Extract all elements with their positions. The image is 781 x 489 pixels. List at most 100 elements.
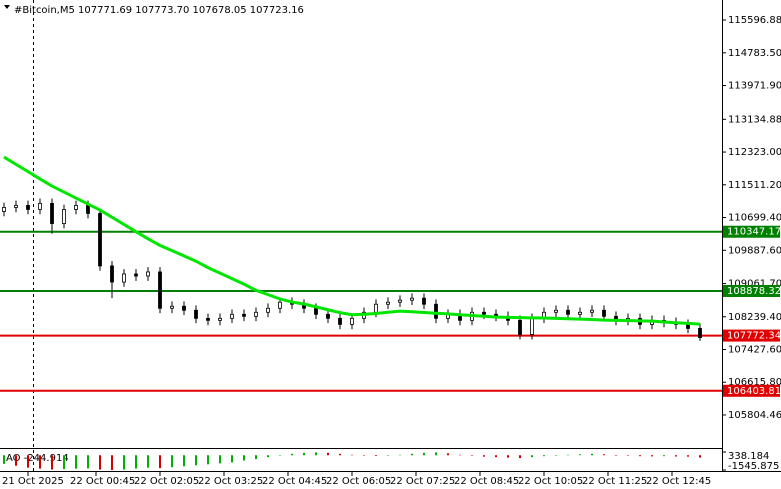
ao-bar	[51, 455, 53, 470]
ao-bar	[75, 455, 77, 469]
ao-tick-label: 338.184	[728, 451, 769, 462]
candle-body	[254, 311, 258, 317]
candle-body	[578, 311, 582, 315]
candle-body	[314, 307, 318, 315]
level-label-box	[723, 329, 780, 342]
candle-body	[326, 313, 330, 319]
ao-bar	[171, 455, 173, 468]
ao-bar	[435, 452, 437, 456]
ao-bar	[255, 455, 257, 460]
candle-body	[26, 205, 30, 210]
candle-body	[158, 271, 162, 309]
ao-bar	[567, 454, 569, 456]
x-tick-label: 22 Oct 11:25	[582, 476, 647, 487]
x-tick-label: 22 Oct 00:45	[70, 476, 135, 487]
y-tick-label: 114783.50	[728, 48, 781, 59]
candle-body	[134, 273, 138, 277]
level-label: 110347.17	[727, 227, 781, 238]
candle-body	[338, 317, 342, 325]
candle-body	[98, 213, 102, 267]
x-tick-label: 22 Oct 06:05	[326, 476, 391, 487]
ao-bar	[423, 452, 425, 456]
y-tick-label: 113134.88	[728, 114, 781, 125]
ao-bar	[471, 455, 473, 456]
ao-bar	[159, 455, 161, 469]
x-tick-label: 21 Oct 2025	[2, 476, 64, 487]
y-tick-label: 106615.80	[728, 377, 781, 388]
ao-bar	[699, 455, 701, 458]
ao-bar	[27, 455, 29, 468]
candle-body	[530, 317, 534, 335]
level-label: 107772.34	[727, 331, 781, 342]
ao-bar	[387, 455, 389, 456]
ao-bar	[519, 455, 521, 459]
ao-bar	[687, 455, 689, 457]
candle-body	[410, 297, 414, 301]
candle-body	[14, 205, 18, 208]
x-tick-label: 22 Oct 03:25	[198, 476, 263, 487]
ao-bar	[363, 455, 365, 456]
ao-bar	[399, 454, 401, 456]
x-tick-label: 22 Oct 12:45	[646, 476, 711, 487]
ao-bar	[531, 455, 533, 458]
ao-bar	[627, 455, 629, 456]
candle-body	[74, 205, 78, 210]
ao-bar	[555, 455, 557, 456]
candle-body	[350, 317, 354, 325]
ao-bar	[675, 455, 677, 457]
y-tick-label: 113971.90	[728, 81, 781, 92]
ao-bar	[39, 455, 41, 469]
level-label-box	[723, 384, 780, 397]
candle-body	[86, 205, 90, 214]
candle-body	[566, 309, 570, 315]
x-tick-label: 22 Oct 02:05	[134, 476, 199, 487]
ao-bar	[243, 455, 245, 461]
ao-bar	[195, 455, 197, 466]
ao-bar	[111, 455, 113, 470]
candle-body	[386, 301, 390, 305]
moving-average	[3, 155, 701, 326]
candle-body	[50, 202, 54, 224]
ao-bar	[183, 455, 185, 467]
candle-body	[602, 309, 606, 317]
candle-body	[218, 317, 222, 321]
ao-bar	[411, 453, 413, 456]
candle-body	[554, 309, 558, 313]
ao-bar	[579, 454, 581, 456]
candle-body	[182, 305, 186, 311]
ao-bar	[507, 455, 509, 458]
y-tick-label: 110699.40	[728, 213, 781, 224]
ao-bar	[267, 455, 269, 458]
y-tick-label: 115596.88	[728, 15, 781, 26]
candle-body	[62, 209, 66, 224]
x-tick-label: 22 Oct 08:45	[454, 476, 519, 487]
ao-bar	[135, 455, 137, 469]
ao-bar	[591, 453, 593, 456]
ao-bar	[303, 452, 305, 456]
ao-tick-label: -1545.875	[728, 461, 779, 472]
y-tick-label: 112323.00	[728, 147, 781, 158]
y-tick-label: 109887.60	[728, 245, 781, 256]
ao-bar	[327, 452, 329, 456]
ao-bar	[15, 455, 17, 466]
candle-body	[110, 265, 114, 283]
x-tick-label: 22 Oct 04:45	[262, 476, 327, 487]
ao-bar	[663, 455, 665, 457]
level-label: 108878.32	[727, 286, 781, 297]
candle-body	[398, 299, 402, 303]
dropdown-icon	[4, 5, 10, 9]
ao-bar	[3, 455, 5, 464]
candle-body	[122, 273, 126, 283]
y-tick-label: 107427.60	[728, 344, 781, 355]
candle-body	[590, 309, 594, 313]
ao-bar	[603, 454, 605, 456]
ao-bar	[495, 455, 497, 458]
level-label: 106403.81	[727, 386, 781, 397]
candle-body	[206, 317, 210, 321]
ao-bar	[219, 455, 221, 464]
ao-bar	[543, 455, 545, 457]
candle-body	[698, 328, 702, 338]
candle-body	[278, 301, 282, 309]
